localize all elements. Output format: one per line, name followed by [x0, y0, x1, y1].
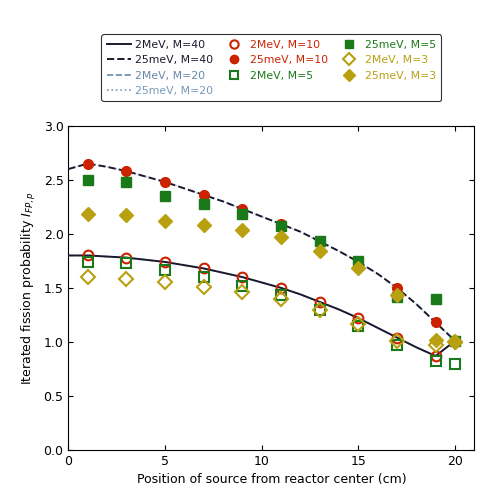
Legend: 2MeV, M=40, 25meV, M=40, 2MeV, M=20, 25meV, M=20, 2MeV, M=10, 25meV, M=10, 2MeV,: 2MeV, M=40, 25meV, M=40, 2MeV, M=20, 25m…: [101, 34, 441, 102]
X-axis label: Position of source from reactor center (cm): Position of source from reactor center (…: [136, 474, 406, 486]
Y-axis label: Iterated fission probability $I_{FP,p}$: Iterated fission probability $I_{FP,p}$: [20, 191, 38, 385]
